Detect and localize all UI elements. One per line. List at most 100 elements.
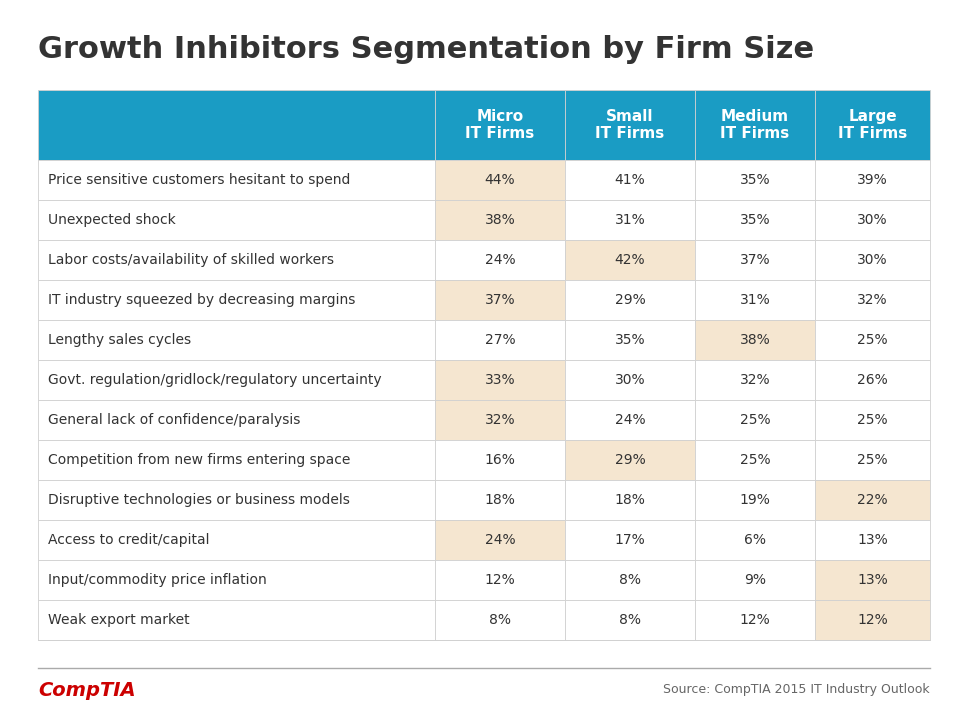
Text: 25%: 25% [857,453,888,467]
Text: Medium
IT Firms: Medium IT Firms [720,109,790,141]
Bar [565,480,695,520]
Bar [815,280,930,320]
Bar [435,600,565,640]
Text: Micro
IT Firms: Micro IT Firms [466,109,535,141]
Text: Weak export market: Weak export market [48,613,190,627]
Text: 12%: 12% [485,573,516,587]
Bar [695,520,815,560]
Text: Lengthy sales cycles: Lengthy sales cycles [48,333,191,347]
Text: 17%: 17% [614,533,645,547]
Text: 9%: 9% [744,573,766,587]
Text: 31%: 31% [614,213,645,227]
Text: 6%: 6% [744,533,766,547]
Text: 27%: 27% [485,333,516,347]
Text: 37%: 37% [740,253,770,267]
Text: 32%: 32% [857,293,888,307]
Bar [565,440,695,480]
Text: 30%: 30% [857,253,888,267]
Text: 44%: 44% [485,173,516,187]
Text: 8%: 8% [619,613,641,627]
Text: Small
IT Firms: Small IT Firms [595,109,664,141]
Text: 32%: 32% [740,373,770,387]
Text: Unexpected shock: Unexpected shock [48,213,176,227]
Text: 13%: 13% [857,533,888,547]
Bar [435,200,565,240]
Bar [815,480,930,520]
Bar [815,240,930,280]
Bar [695,90,815,160]
Text: 32%: 32% [485,413,516,427]
Bar [38,160,435,200]
Bar [815,520,930,560]
Text: 24%: 24% [614,413,645,427]
Bar [38,560,435,600]
Bar [695,440,815,480]
Bar [565,360,695,400]
Text: 33%: 33% [485,373,516,387]
Bar [815,440,930,480]
Bar [435,160,565,200]
Bar [815,160,930,200]
Bar [38,200,435,240]
Text: Competition from new firms entering space: Competition from new firms entering spac… [48,453,350,467]
Text: Govt. regulation/gridlock/regulatory uncertainty: Govt. regulation/gridlock/regulatory unc… [48,373,382,387]
Bar [815,600,930,640]
Bar [565,200,695,240]
Text: 38%: 38% [739,333,770,347]
Text: 25%: 25% [740,413,770,427]
Text: 16%: 16% [485,453,516,467]
Text: 42%: 42% [614,253,645,267]
Text: Labor costs/availability of skilled workers: Labor costs/availability of skilled work… [48,253,334,267]
Text: 12%: 12% [739,613,770,627]
Bar [38,320,435,360]
Text: Growth Inhibitors Segmentation by Firm Size: Growth Inhibitors Segmentation by Firm S… [38,35,814,64]
Bar [435,280,565,320]
Bar [435,240,565,280]
Bar [565,240,695,280]
Bar [815,560,930,600]
Text: 39%: 39% [857,173,888,187]
Bar [695,280,815,320]
Bar [435,520,565,560]
Text: Access to credit/capital: Access to credit/capital [48,533,209,547]
Bar [695,320,815,360]
Text: 26%: 26% [857,373,888,387]
Text: 31%: 31% [739,293,770,307]
Text: 24%: 24% [485,253,516,267]
Text: 25%: 25% [740,453,770,467]
Text: Large
IT Firms: Large IT Firms [838,109,907,141]
Bar [565,560,695,600]
Text: 22%: 22% [857,493,888,507]
Text: 19%: 19% [739,493,771,507]
Bar [38,240,435,280]
Text: 38%: 38% [485,213,516,227]
Text: 35%: 35% [614,333,645,347]
Bar [38,600,435,640]
Text: 37%: 37% [485,293,516,307]
Bar [435,440,565,480]
Bar [695,560,815,600]
Bar [38,360,435,400]
Bar [695,160,815,200]
Bar [565,280,695,320]
Text: 12%: 12% [857,613,888,627]
Text: 29%: 29% [614,453,645,467]
Text: 8%: 8% [619,573,641,587]
Bar [695,480,815,520]
Bar [435,480,565,520]
Bar [815,90,930,160]
Text: Disruptive technologies or business models: Disruptive technologies or business mode… [48,493,349,507]
Bar [565,160,695,200]
Text: Input/commodity price inflation: Input/commodity price inflation [48,573,267,587]
Bar [695,360,815,400]
Bar [695,400,815,440]
Bar [565,90,695,160]
Bar [38,400,435,440]
Bar [38,280,435,320]
Bar [815,360,930,400]
Bar [435,320,565,360]
Bar [695,200,815,240]
Text: Price sensitive customers hesitant to spend: Price sensitive customers hesitant to sp… [48,173,350,187]
Text: 25%: 25% [857,413,888,427]
Text: 18%: 18% [614,493,645,507]
